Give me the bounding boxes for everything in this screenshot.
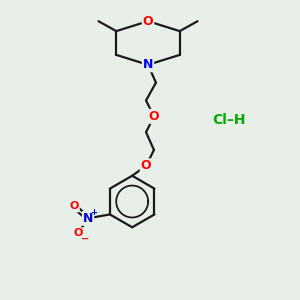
Text: N: N xyxy=(83,212,93,225)
Text: −: − xyxy=(81,234,89,244)
Text: O: O xyxy=(149,110,159,123)
Text: Cl–H: Cl–H xyxy=(212,113,246,127)
Text: O: O xyxy=(70,202,79,212)
Text: O: O xyxy=(74,228,83,238)
Text: O: O xyxy=(141,159,151,172)
Text: +: + xyxy=(91,208,98,217)
Text: N: N xyxy=(143,58,153,71)
Text: O: O xyxy=(143,15,153,28)
